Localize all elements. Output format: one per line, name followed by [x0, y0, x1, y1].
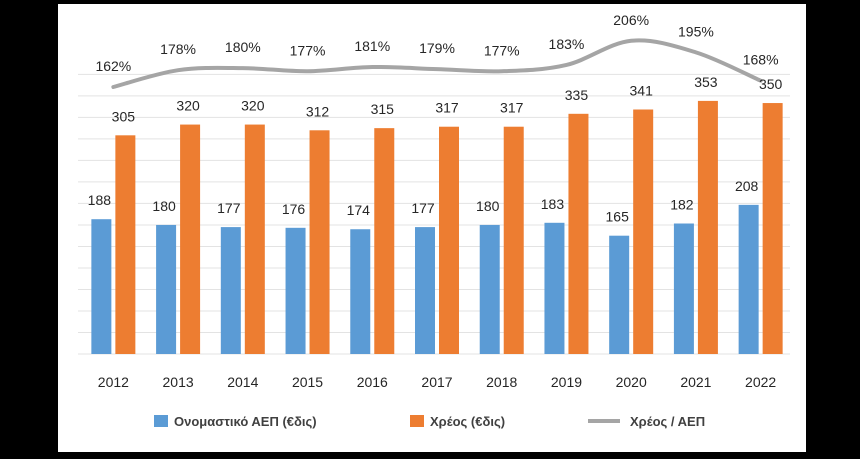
label-gdp: 177 [411, 200, 435, 216]
label-ratio: 177% [290, 42, 326, 58]
bar-debt [568, 113, 589, 355]
ratio-line-path [111, 38, 763, 89]
bar-debt [374, 128, 395, 354]
bar-gdp [609, 235, 630, 354]
label-gdp: 180 [152, 198, 176, 214]
chart: 188 305 180 320 177 320 176 312 174 315 177 317 180 3… [78, 12, 790, 429]
x-tick-label: 2017 [421, 374, 452, 390]
bar-gdp [91, 219, 112, 354]
bar-debt [180, 124, 201, 354]
x-tick-label: 2013 [163, 374, 194, 390]
data-labels: 188 305 180 320 177 320 176 312 174 315 177 317 180 3… [88, 12, 783, 225]
label-debt: 312 [306, 103, 330, 119]
label-gdp: 183 [541, 196, 565, 212]
label-gdp: 180 [476, 198, 500, 214]
x-tick-label: 2012 [98, 374, 129, 390]
bar-gdp [415, 227, 435, 354]
label-debt: 315 [371, 101, 395, 117]
bar-debt [633, 109, 654, 355]
legend: Ονομαστικό ΑΕΠ (€δις) Χρέος (€δις) Χρέος /… [154, 414, 705, 429]
label-ratio: 179% [419, 40, 455, 56]
ratio-line [111, 38, 763, 89]
bar-gdp [479, 224, 500, 354]
legend-label-debt: Χρέος (€δις) [430, 414, 505, 429]
x-axis: 2012 2013 2014 2015 2016 2017 2018 2019 2020 2021… [98, 374, 777, 390]
label-ratio: 195% [678, 23, 714, 39]
bar-debt [309, 130, 330, 354]
label-ratio: 178% [160, 41, 196, 57]
x-tick-label: 2016 [357, 374, 388, 390]
label-debt: 341 [630, 83, 654, 99]
x-tick-label: 2019 [551, 374, 582, 390]
x-tick-label: 2020 [616, 374, 647, 390]
bar-debt [762, 103, 783, 354]
label-ratio: 181% [354, 38, 390, 54]
label-debt: 320 [176, 98, 200, 114]
label-ratio: 183% [549, 36, 585, 52]
x-tick-label: 2014 [227, 374, 258, 390]
label-debt: 305 [112, 108, 136, 124]
label-debt: 335 [565, 87, 589, 103]
legend-label-gdp: Ονομαστικό ΑΕΠ (€δις) [174, 414, 317, 429]
legend-swatch-debt [410, 415, 424, 427]
label-debt: 350 [759, 76, 783, 92]
x-tick-label: 2018 [486, 374, 517, 390]
label-gdp: 182 [670, 197, 694, 213]
x-tick-label: 2015 [292, 374, 323, 390]
label-ratio: 162% [95, 58, 131, 74]
label-debt: 320 [241, 98, 265, 114]
label-ratio: 180% [225, 39, 261, 55]
label-gdp: 165 [606, 209, 630, 225]
bar-gdp [156, 224, 177, 354]
label-ratio: 206% [613, 12, 649, 28]
x-tick-label: 2022 [745, 374, 776, 390]
label-ratio: 168% [743, 52, 779, 68]
label-gdp: 208 [735, 178, 759, 194]
label-debt: 317 [500, 100, 524, 116]
bar-debt [697, 100, 718, 354]
legend-swatch-gdp [154, 415, 168, 427]
label-gdp: 176 [282, 201, 306, 217]
chart-frame: 188 305 180 320 177 320 176 312 174 315 177 317 180 3… [58, 4, 806, 452]
bar-gdp [285, 227, 306, 354]
bar-gdp [544, 222, 565, 354]
legend-label-ratio: Χρέος / ΑΕΠ [630, 414, 705, 429]
bar-gdp [738, 204, 759, 354]
bar-debt [439, 126, 459, 354]
bar-gdp [220, 227, 241, 354]
label-debt: 317 [435, 100, 459, 116]
bar-debt [115, 135, 136, 354]
x-tick-label: 2021 [680, 374, 711, 390]
bar-debt [503, 126, 524, 354]
bar-gdp [350, 229, 371, 354]
label-ratio: 177% [484, 42, 520, 58]
bar-debt [244, 124, 265, 354]
bar-gdp [673, 223, 694, 354]
bars [91, 100, 783, 355]
label-gdp: 177 [217, 200, 241, 216]
label-gdp: 188 [88, 192, 112, 208]
label-debt: 353 [694, 74, 718, 90]
label-gdp: 174 [347, 202, 371, 218]
